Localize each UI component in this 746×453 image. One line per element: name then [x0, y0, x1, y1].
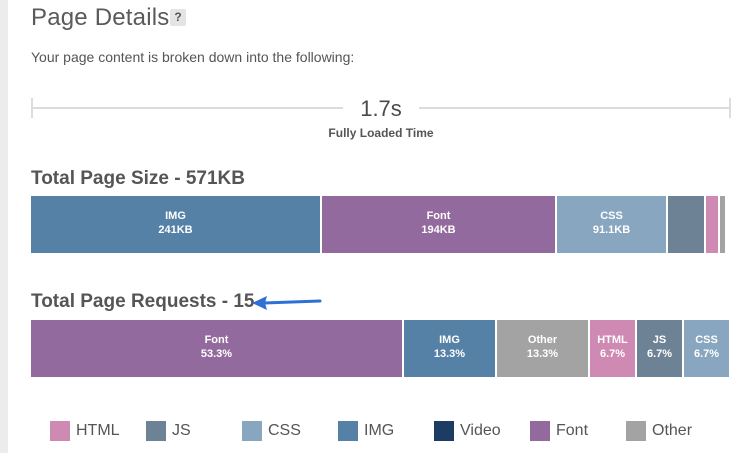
- help-icon[interactable]: ?: [170, 9, 186, 26]
- segment-label: Other: [527, 334, 558, 346]
- page_size-segment-html[interactable]: [706, 196, 718, 253]
- segment-label: CSS: [600, 210, 623, 222]
- segment-label: IMG: [439, 334, 460, 346]
- page_requests-segment-img[interactable]: IMG 13.3%: [404, 320, 495, 377]
- legend-swatch: [530, 421, 550, 441]
- timeline-line-right: [419, 107, 731, 109]
- segment-value: 241KB: [158, 224, 193, 236]
- segment-label: IMG: [165, 210, 186, 222]
- legend-swatch: [338, 421, 358, 441]
- page_requests-segment-font[interactable]: Font 53.3%: [31, 320, 402, 377]
- segment-value: 13.3%: [433, 348, 466, 360]
- legend-label: IMG: [364, 422, 395, 439]
- legend-label: Font: [556, 422, 589, 439]
- total-page-requests-title: Total Page Requests - 15: [31, 291, 255, 312]
- page_size-segment-js[interactable]: [668, 196, 704, 253]
- segment-label: JS: [652, 334, 667, 346]
- segment-label: Font: [204, 334, 229, 346]
- legend-swatch: [434, 421, 454, 441]
- page-title: Page Details: [31, 4, 170, 31]
- segment-value: 6.7%: [646, 348, 673, 360]
- segment-label: CSS: [695, 334, 718, 346]
- total-page-size-title: Total Page Size - 571KB: [31, 168, 245, 189]
- segment-label: Font: [426, 210, 451, 222]
- segment-value: 194KB: [421, 224, 456, 236]
- timeline-line-left: [31, 107, 343, 109]
- page_requests-segment-html[interactable]: HTML 6.7%: [590, 320, 635, 377]
- legend-swatch: [146, 421, 166, 441]
- page_size-segment-font[interactable]: Font 194KB: [322, 196, 555, 253]
- segment-value: 91.1KB: [592, 224, 631, 236]
- legend-label: Other: [652, 422, 693, 439]
- page_size-segment-css[interactable]: CSS 91.1KB: [557, 196, 666, 253]
- legend-swatch: [242, 421, 262, 441]
- page_requests-segment-js[interactable]: JS 6.7%: [637, 320, 682, 377]
- left-rail: [0, 0, 8, 453]
- timeline-end-tick: [729, 98, 731, 118]
- fully-loaded-timeline: 1.7s: [31, 96, 731, 121]
- legend-swatch: [50, 421, 70, 441]
- legend-swatch: [626, 421, 646, 441]
- page_requests-segment-other[interactable]: Other 13.3%: [497, 320, 588, 377]
- segment-value: 6.7%: [693, 348, 720, 360]
- fully-loaded-time-value: 1.7s: [360, 96, 402, 121]
- legend-label: Video: [460, 422, 501, 439]
- legend-label: HTML: [76, 422, 120, 439]
- page-requests-bar: Font 53.3% IMG 13.3% Other 13.3% HTML 6.7% JS 6.7…: [31, 320, 731, 377]
- annotation-arrow-icon: [252, 296, 322, 310]
- legend-label: JS: [172, 422, 191, 439]
- segment-label: HTML: [597, 334, 628, 346]
- segment-value: 13.3%: [526, 348, 559, 360]
- page-size-bar: IMG 241KB Font 194KB CSS 91.1KB: [31, 196, 731, 253]
- segment-value: 53.3%: [200, 348, 233, 360]
- segment-value: 6.7%: [599, 348, 626, 360]
- page_size-segment-img[interactable]: IMG 241KB: [31, 196, 320, 253]
- legend-label: CSS: [268, 422, 301, 439]
- fully-loaded-time-label: Fully Loaded Time: [328, 126, 434, 140]
- page_size-segment-other[interactable]: [720, 196, 725, 253]
- page_requests-segment-css[interactable]: CSS 6.7%: [684, 320, 729, 377]
- page-subtitle: Your page content is broken down into th…: [31, 49, 355, 65]
